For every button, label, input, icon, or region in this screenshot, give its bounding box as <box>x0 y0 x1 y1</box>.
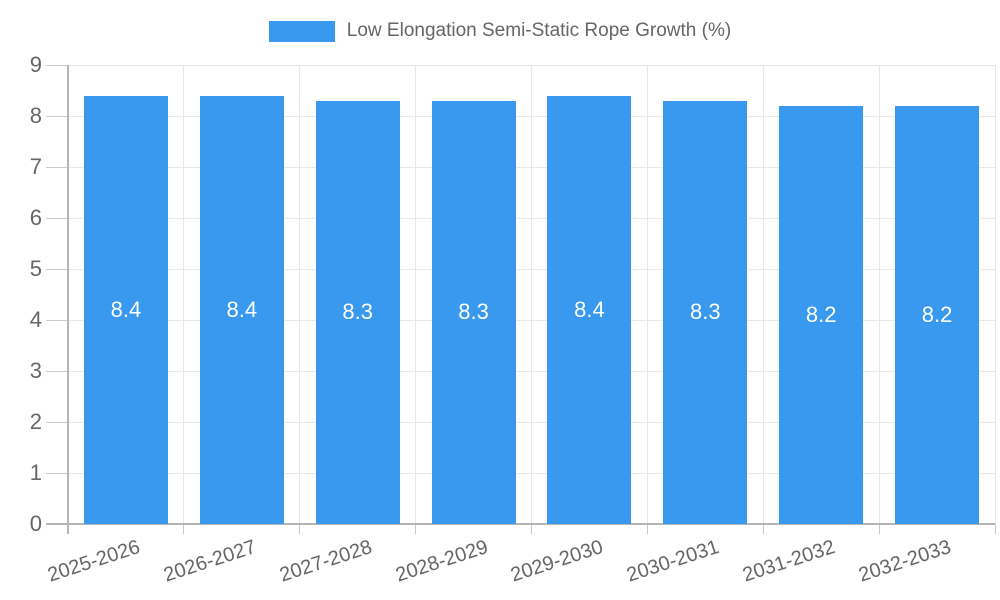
bar[interactable] <box>315 100 400 524</box>
y-tick-label: 8 <box>29 103 42 128</box>
bar[interactable] <box>779 105 864 524</box>
x-gridline <box>299 65 301 524</box>
x-gridline <box>183 65 185 524</box>
y-axis-line <box>67 65 69 534</box>
x-tick <box>878 524 880 534</box>
x-tick <box>183 524 185 534</box>
bar[interactable] <box>547 95 632 524</box>
bar[interactable] <box>83 95 168 524</box>
x-tick <box>762 524 764 534</box>
bar-value-label: 8.2 <box>921 301 953 327</box>
y-tick <box>46 319 68 321</box>
y-tick-label: 7 <box>29 154 42 179</box>
x-tick <box>299 524 301 534</box>
bar-value-label: 8.3 <box>458 299 489 325</box>
legend-label: Low Elongation Semi-Static Rope Growth (… <box>346 20 732 41</box>
y-tick-label: 0 <box>29 511 42 536</box>
bar-value-label: 8.4 <box>226 296 258 322</box>
x-tick <box>415 524 417 534</box>
legend-item[interactable]: Low Elongation Semi-Static Rope Growth (… <box>0 20 1000 42</box>
x-gridline <box>994 65 996 524</box>
y-tick-label: 6 <box>29 205 42 230</box>
y-tick <box>46 166 68 168</box>
x-gridline <box>878 65 880 524</box>
y-tick <box>46 421 68 423</box>
y-tick-label: 4 <box>29 307 42 332</box>
y-tick-label: 1 <box>29 460 42 485</box>
x-gridline <box>762 65 764 524</box>
x-gridline <box>646 65 648 524</box>
y-tick <box>46 115 68 117</box>
y-tick <box>46 370 68 372</box>
y-tick-label: 9 <box>29 52 42 77</box>
x-axis-line <box>46 523 995 525</box>
y-tick-label: 3 <box>29 358 42 383</box>
bar[interactable] <box>663 100 748 524</box>
bar-value-label: 8.3 <box>342 299 373 325</box>
legend-swatch <box>268 20 335 42</box>
y-tick <box>46 64 68 66</box>
y-tick <box>46 217 68 219</box>
x-tick <box>994 524 996 534</box>
y-tick <box>46 268 68 270</box>
bar[interactable] <box>431 100 516 524</box>
bar[interactable] <box>199 95 284 524</box>
bar-value-label: 8.4 <box>574 296 605 322</box>
y-tick-label: 5 <box>29 256 42 281</box>
bar-value-label: 8.2 <box>805 301 837 327</box>
y-tick-label: 2 <box>29 409 42 434</box>
bar-value-label: 8.4 <box>110 296 142 322</box>
x-tick <box>531 524 532 534</box>
x-tick <box>646 524 648 534</box>
bar[interactable] <box>895 105 980 524</box>
x-gridline <box>531 65 532 524</box>
x-gridline <box>415 65 417 524</box>
y-tick <box>46 472 68 474</box>
bar-value-label: 8.3 <box>690 299 721 325</box>
